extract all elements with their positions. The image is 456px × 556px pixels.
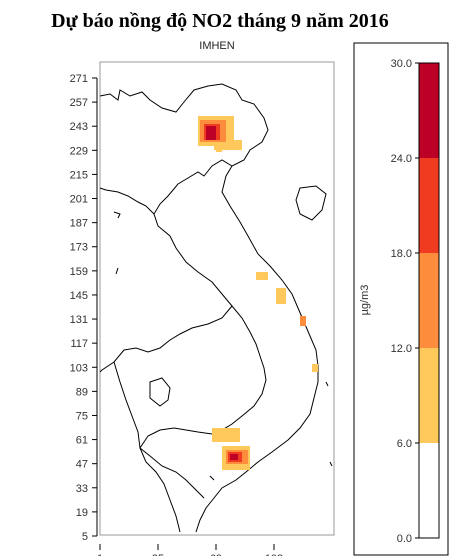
colorbar-tick-label: 30.0 xyxy=(391,58,412,70)
colorbar-bin xyxy=(419,443,439,538)
no2-hotspots xyxy=(198,116,318,470)
y-tick-label: 117 xyxy=(70,338,88,350)
colorbar-bin xyxy=(419,158,439,253)
map-subtitle: IMHEN xyxy=(199,40,235,52)
y-tick-label: 75 xyxy=(76,410,88,422)
country-outlines xyxy=(99,83,333,533)
colorbar-tick-label: 12.0 xyxy=(391,343,412,355)
y-tick-label: 187 xyxy=(70,218,88,230)
x-axis: 1 35 69 103 xyxy=(97,544,283,556)
y-tick-label: 229 xyxy=(70,145,88,157)
colorbar-tick-label: 18.0 xyxy=(391,248,412,260)
x-tick-label: 69 xyxy=(210,553,222,556)
y-tick-label: 19 xyxy=(76,507,88,519)
y-tick-label: 215 xyxy=(70,169,88,181)
y-tick-label: 257 xyxy=(70,97,88,109)
colorbar-tick-label: 24.0 xyxy=(391,153,412,165)
colorbar: 0.0 6.0 12.0 18.0 24.0 30.0 xyxy=(391,58,440,545)
y-tick-label: 243 xyxy=(70,121,88,133)
y-tick-label: 173 xyxy=(70,242,88,254)
y-tick-label: 89 xyxy=(76,386,88,398)
y-tick-label: 145 xyxy=(70,290,88,302)
colorbar-unit: µg/m3 xyxy=(359,285,371,316)
y-axis: 271 257 243 229 215 201 187 173 159 145 131 117 103 8… xyxy=(70,73,98,543)
colorbar-bin xyxy=(419,253,439,348)
y-tick-label: 33 xyxy=(76,483,88,495)
y-tick-label: 47 xyxy=(76,459,88,471)
y-tick-label: 201 xyxy=(70,194,88,206)
colorbar-panel xyxy=(353,42,449,556)
colorbar-tick-label: 0.0 xyxy=(397,533,412,545)
map-title: Dự báo nồng độ NO2 tháng 9 năm 2016 xyxy=(51,10,389,32)
colorbar-tick-label: 6.0 xyxy=(397,438,412,450)
colorbar-bin xyxy=(419,63,439,158)
y-tick-label: 131 xyxy=(70,314,88,326)
colorbar-border xyxy=(418,62,440,539)
y-tick-label: 5 xyxy=(82,531,88,543)
colorbar-bin xyxy=(419,348,439,443)
x-tick-label: 103 xyxy=(265,553,283,556)
x-tick-label: 1 xyxy=(97,553,103,556)
x-tick-label: 35 xyxy=(152,553,164,556)
y-tick-label: 61 xyxy=(76,435,88,447)
y-tick-label: 159 xyxy=(70,266,88,278)
y-tick-label: 103 xyxy=(70,362,88,374)
y-tick-label: 271 xyxy=(70,73,88,85)
